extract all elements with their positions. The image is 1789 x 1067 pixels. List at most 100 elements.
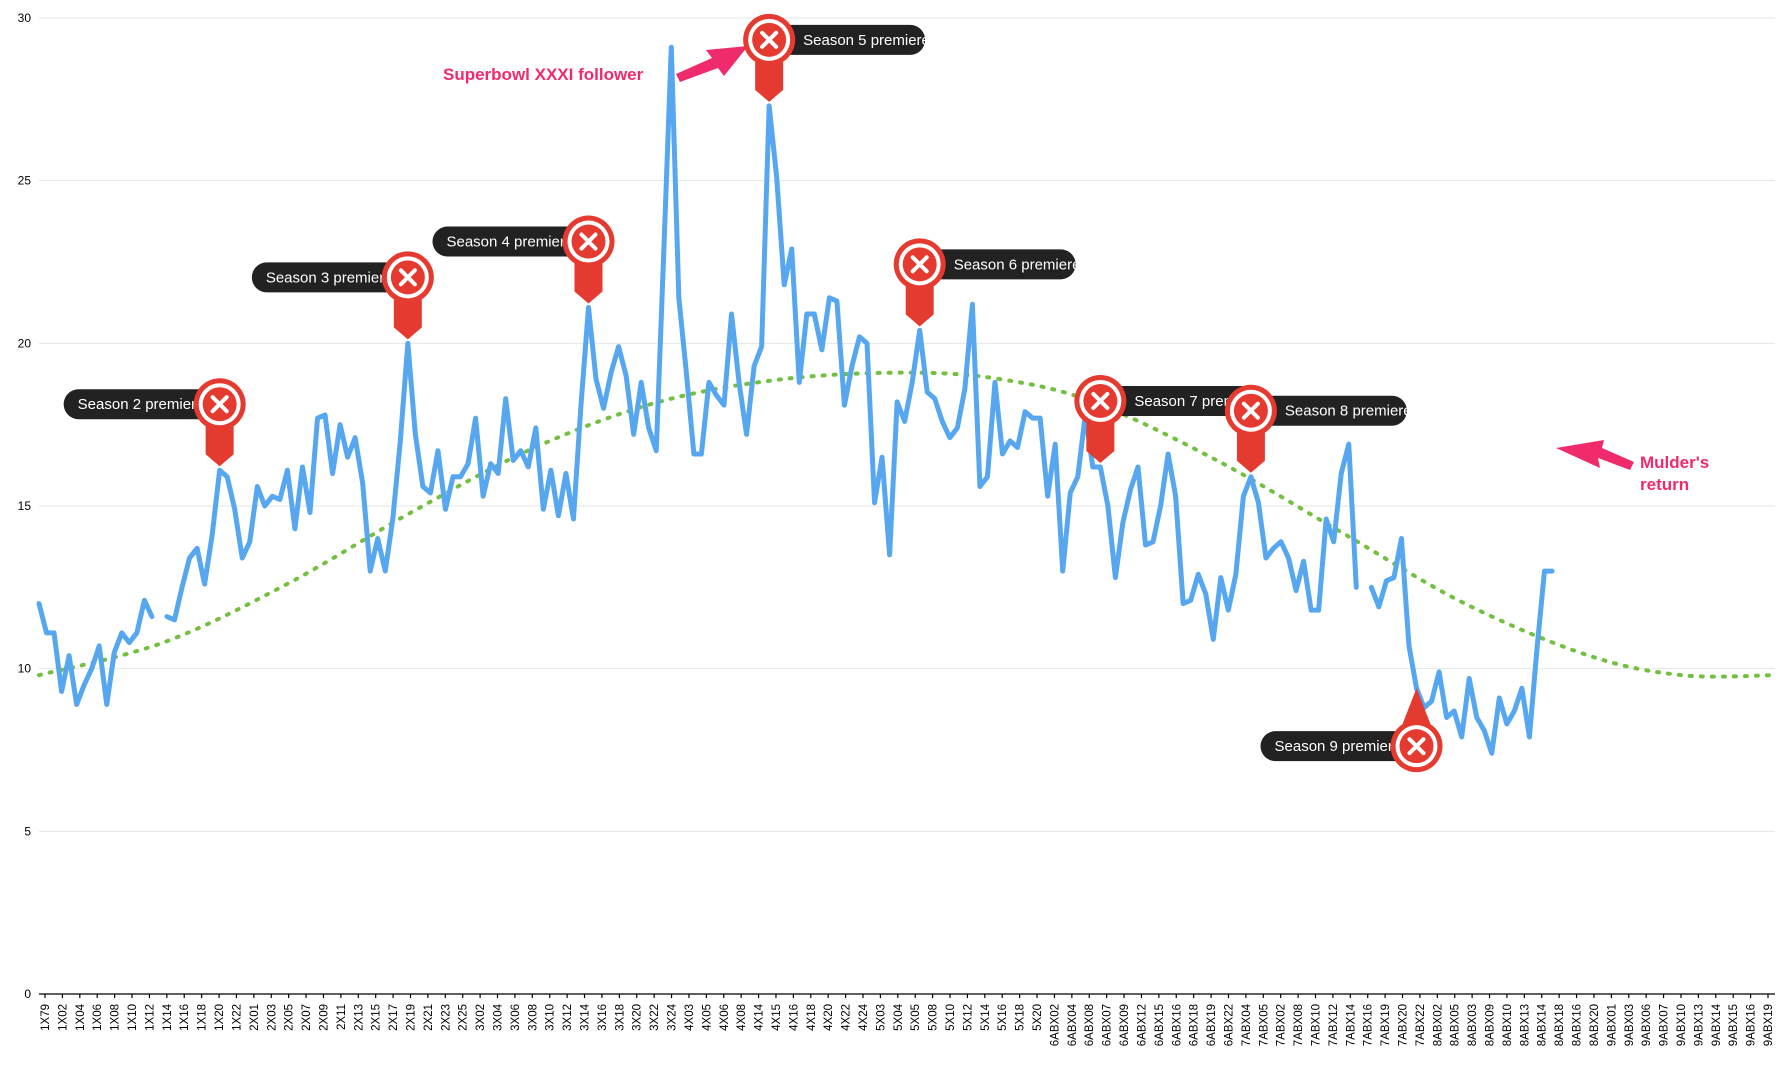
x-tick-label: 8ABX13 <box>1519 1004 1531 1046</box>
premiere-markers: Season 2 premiere Season 3 premiere Season… <box>63 13 1443 773</box>
x-tick-label: 6ABX19 <box>1206 1004 1218 1046</box>
notes: Superbowl XXXI follower Mulder's return <box>443 46 1709 494</box>
marker-pin <box>205 426 234 467</box>
x-tick-label: 6ABX22 <box>1223 1004 1235 1046</box>
x-tick-label: 5X18 <box>1015 1004 1027 1031</box>
x-tick-label: 3X06 <box>510 1004 522 1031</box>
marker-label: Season 4 premiere <box>446 234 573 251</box>
x-tick-label: 6ABX15 <box>1154 1004 1166 1046</box>
close-icon <box>579 232 598 251</box>
x-tick-label: 8ABX05 <box>1450 1004 1462 1046</box>
x-tick-label: 8ABX18 <box>1554 1004 1566 1046</box>
x-tick-label: 7ABX10 <box>1310 1004 1322 1046</box>
premiere-marker: Season 4 premiere <box>432 215 615 304</box>
x-tick-label: 9ABX13 <box>1693 1004 1705 1046</box>
x-tick-label: 1X18 <box>197 1004 209 1031</box>
x-tick-label: 3X22 <box>649 1004 661 1031</box>
x-tick-label: 4X24 <box>858 1003 870 1030</box>
x-tick-label: 5X16 <box>997 1004 1009 1031</box>
y-tick-label: 20 <box>18 336 32 350</box>
x-tick-label: 3X12 <box>562 1004 574 1031</box>
premiere-marker: Season 9 premiere <box>1260 688 1443 773</box>
premiere-marker: Season 5 premiere <box>743 13 930 102</box>
x-tick-label: 2X19 <box>405 1004 417 1031</box>
premiere-marker: Season 2 premiere <box>63 378 246 467</box>
x-tick-label: 6ABX08 <box>1084 1004 1096 1046</box>
x-tick-label: 7ABX14 <box>1345 1003 1357 1046</box>
x-tick-label: 6ABX09 <box>1119 1004 1131 1046</box>
y-tick-label: 5 <box>24 824 31 838</box>
x-tick-label: 6ABX16 <box>1171 1004 1183 1046</box>
series-line-segment <box>1368 536 1555 756</box>
close-icon <box>1407 737 1426 756</box>
x-tick-label: 7ABX16 <box>1363 1004 1375 1046</box>
x-tick-label: 1X79 <box>40 1004 52 1031</box>
x-tick-label: 3X16 <box>597 1004 609 1031</box>
y-tick-label: 0 <box>24 987 31 1001</box>
x-tick-label: 2X01 <box>249 1004 261 1031</box>
note-superbowl: Superbowl XXXI follower <box>443 65 644 84</box>
x-tick-label: 7ABX02 <box>1276 1004 1288 1046</box>
x-tick-label: 3X10 <box>545 1004 557 1031</box>
marker-pin <box>393 299 422 340</box>
premiere-marker: Season 8 premiere <box>1224 384 1412 473</box>
x-tick-label: 6ABX02 <box>1049 1004 1061 1046</box>
x-tick-label: 7ABX22 <box>1415 1004 1427 1046</box>
marker-label-bg <box>432 226 585 257</box>
marker-label-bg <box>1254 395 1407 426</box>
marker-label-bg <box>923 249 1076 280</box>
x-tick-label: 7ABX12 <box>1328 1004 1340 1046</box>
marker-label-bg <box>1260 731 1413 762</box>
x-tick-label: 3X20 <box>632 1004 644 1031</box>
y-axis: 0 5 10 15 20 25 30 <box>18 11 32 1001</box>
close-icon <box>210 395 229 414</box>
x-tick-label: 3X24 <box>667 1003 679 1030</box>
x-tick-label: 1X16 <box>179 1004 191 1031</box>
x-tick-label: 7ABX05 <box>1258 1004 1270 1046</box>
trend-curve <box>37 370 1777 679</box>
premiere-marker: Season 6 premiere <box>893 238 1080 327</box>
close-icon <box>760 30 779 49</box>
x-tick-label: 4X15 <box>771 1004 783 1031</box>
x-tick-label: 2X17 <box>388 1004 400 1031</box>
x-tick-label: 8ABX10 <box>1502 1004 1514 1046</box>
x-tick-label: 1X04 <box>75 1003 87 1030</box>
x-tick-label: 9ABX07 <box>1659 1004 1671 1046</box>
x-tick-label: 3X04 <box>493 1003 505 1030</box>
ratings-series <box>36 44 1555 756</box>
series-line-segment <box>36 597 155 707</box>
note-arrow <box>1556 440 1634 470</box>
y-tick-label: 25 <box>18 174 32 188</box>
x-tick-label: 9ABX10 <box>1676 1004 1688 1046</box>
marker-pin <box>574 263 603 304</box>
x-tick-label: 6ABX12 <box>1136 1004 1148 1046</box>
x-tick-label: 8ABX09 <box>1485 1004 1497 1046</box>
x-tick-label: 2X15 <box>371 1004 383 1031</box>
marker-pin <box>1236 432 1265 473</box>
grid-lines <box>39 17 1775 832</box>
x-tick-label: 5X20 <box>1032 1004 1044 1031</box>
x-tick-label: 5X08 <box>928 1004 940 1031</box>
x-tick-label: 9ABX15 <box>1728 1004 1740 1046</box>
x-tick-label: 4X18 <box>806 1004 818 1031</box>
x-tick-label: 6ABX04 <box>1067 1003 1079 1046</box>
note-mulder-2: return <box>1640 475 1689 494</box>
marker-label-bg <box>63 389 216 420</box>
x-tick-label: 3X02 <box>475 1004 487 1031</box>
y-tick-label: 10 <box>18 662 32 676</box>
x-tick-label: 2X07 <box>301 1004 313 1031</box>
x-tick-label: 5X05 <box>910 1004 922 1031</box>
trend-line <box>37 370 1777 679</box>
x-tick-label: 8ABX16 <box>1572 1004 1584 1046</box>
x-tick-label: 7ABX19 <box>1380 1004 1392 1046</box>
x-tick-label: 2X11 <box>336 1004 348 1030</box>
y-tick-label: 30 <box>18 11 32 25</box>
x-tick-label: 5X14 <box>980 1003 992 1030</box>
note-mulder: Mulder's <box>1640 453 1709 472</box>
x-tick-label: 4X06 <box>719 1004 731 1031</box>
x-tick-label: 4X22 <box>841 1004 853 1031</box>
x-tick-label: 9ABX14 <box>1711 1003 1723 1046</box>
x-tick-label: 4X16 <box>788 1004 800 1031</box>
x-tick-label: 1X14 <box>162 1003 174 1030</box>
x-tick-label: 2X03 <box>266 1004 278 1031</box>
